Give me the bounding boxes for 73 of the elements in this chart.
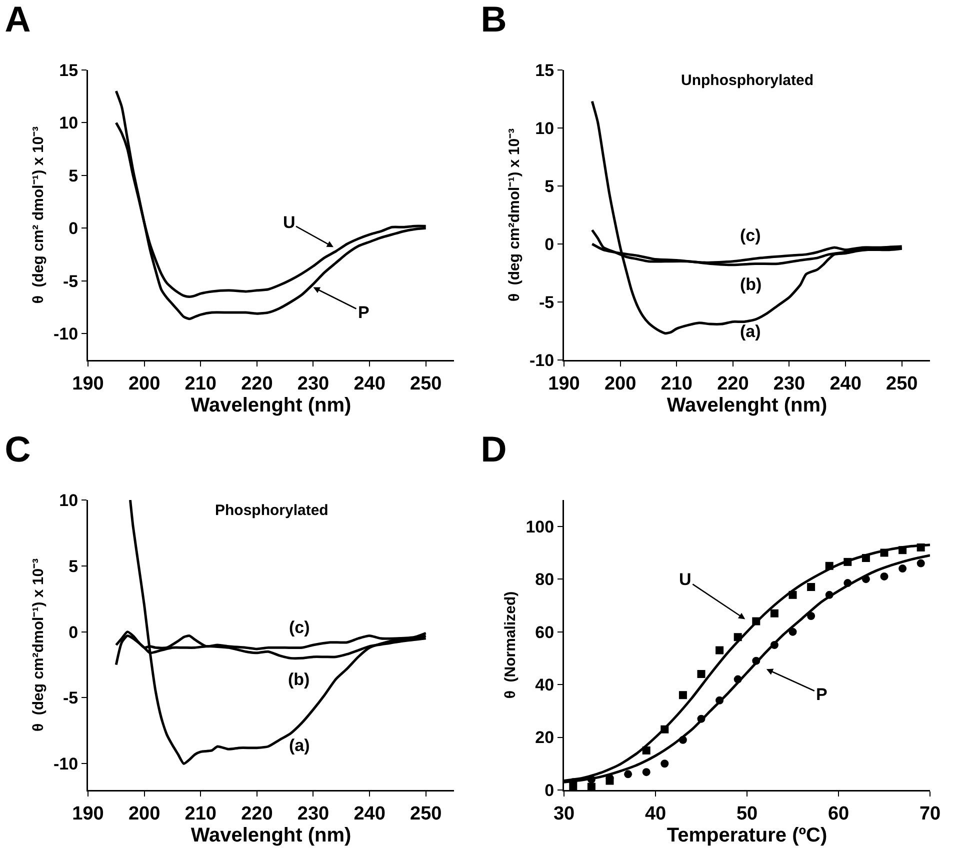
annotation: (b): [740, 275, 762, 294]
x-tick-label: 190: [548, 373, 580, 394]
x-tick-label: 250: [886, 373, 918, 394]
y-tick-label: -5: [62, 688, 78, 708]
y-tick-label: 5: [68, 556, 78, 576]
y-tick-label: 80: [535, 570, 554, 590]
y-axis-title: θ (deg cm²dmol⁻¹) x 10⁻³: [30, 558, 48, 732]
annotation: U: [679, 570, 692, 589]
y-tick-label: -5: [62, 272, 78, 291]
x-tick-label: 60: [828, 803, 850, 824]
y-tick-label: -10: [530, 350, 554, 370]
x-tick-label: 210: [184, 803, 216, 824]
chart-title: D: [480, 428, 507, 470]
y-tick-label: -10: [54, 324, 78, 344]
y-tick-label: 40: [535, 676, 554, 694]
x-tick-label: 210: [184, 373, 216, 394]
y-tick-label: 15: [535, 60, 554, 80]
y-tick-label: 0: [544, 780, 554, 800]
x-axis-title: Temperature (ºC): [666, 824, 828, 847]
x-tick-label: 230: [297, 373, 330, 394]
chart-title: C: [4, 428, 31, 470]
y-tick-label: 0: [68, 219, 78, 238]
y-tick-label: 5: [544, 176, 554, 196]
x-tick-label: 220: [241, 803, 273, 824]
annotation: P: [358, 303, 370, 322]
y-tick-label: 60: [535, 622, 554, 642]
chart-subtitle: Unphosphorylated: [681, 72, 814, 89]
x-tick-label: 40: [644, 803, 666, 824]
x-tick-label: 220: [717, 373, 749, 394]
x-tick-label: 70: [919, 803, 941, 824]
x-axis-title: Wavelenght (nm): [190, 824, 352, 847]
y-tick-label: 20: [535, 728, 554, 748]
chart-title: A: [4, 0, 31, 40]
x-tick-label: 230: [297, 803, 330, 824]
y-tick-label: 100: [526, 517, 554, 536]
y-axis-title: θ (Normalized): [502, 591, 520, 699]
x-tick-label: 190: [72, 373, 104, 394]
y-tick-label: 10: [535, 118, 554, 138]
annotation: (c): [740, 226, 761, 245]
annotation: (a): [740, 322, 761, 341]
chart-title: B: [480, 0, 507, 40]
x-tick-label: 250: [410, 373, 442, 394]
x-tick-label: 190: [72, 803, 104, 824]
y-tick-label: 10: [59, 114, 78, 133]
y-axis-title: θ (deg cm²dmol⁻¹) x 10⁻³: [506, 128, 524, 302]
annotation: (a): [289, 736, 310, 755]
x-tick-label: 240: [354, 373, 386, 394]
y-tick-label: -10: [54, 754, 78, 774]
x-tick-label: 220: [241, 373, 273, 394]
x-tick-label: 200: [604, 373, 636, 394]
x-tick-label: 200: [128, 803, 160, 824]
y-axis-title: θ (deg cm² dmol⁻¹) x 10⁻³: [30, 126, 48, 304]
annotation: P: [816, 685, 828, 704]
annotation: (c): [289, 618, 310, 637]
x-tick-label: 240: [354, 803, 386, 824]
x-tick-label: 50: [736, 803, 758, 824]
x-tick-label: 240: [830, 373, 862, 394]
x-axis-title: Wavelenght (nm): [666, 394, 828, 417]
y-tick-label: 0: [544, 234, 554, 254]
annotation: (b): [288, 670, 310, 689]
chart-subtitle: Phosphorylated: [215, 502, 328, 519]
x-axis-title: Wavelenght (nm): [190, 394, 352, 417]
y-tick-label: 15: [59, 60, 78, 80]
x-tick-label: 200: [128, 373, 160, 394]
x-tick-label: 30: [553, 803, 575, 824]
y-tick-label: 5: [68, 166, 78, 186]
annotation: U: [283, 213, 296, 232]
y-tick-label: -5: [538, 292, 554, 312]
x-tick-label: 250: [410, 803, 442, 824]
y-tick-label: 0: [68, 622, 78, 642]
x-tick-label: 210: [660, 373, 692, 394]
y-tick-label: 10: [59, 490, 78, 510]
x-tick-label: 230: [773, 373, 806, 394]
